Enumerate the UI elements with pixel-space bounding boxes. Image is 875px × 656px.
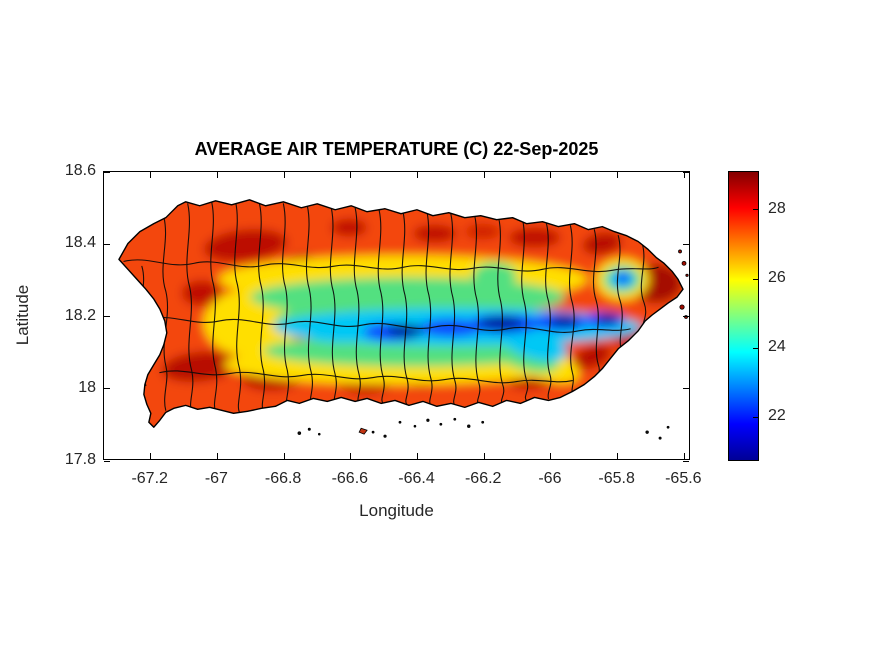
x-tick-label: -66.4 — [398, 470, 435, 487]
x-tick-mark — [683, 172, 685, 178]
colorbar-tick-mark — [753, 278, 758, 280]
y-tick-label: 18.2 — [64, 306, 96, 324]
y-tick-mark — [104, 388, 110, 390]
x-tick-label: -67.2 — [131, 470, 168, 487]
x-tick-mark — [283, 453, 285, 459]
x-tick-label: -67 — [204, 470, 228, 487]
plot-area — [103, 171, 690, 462]
y-tick-mark — [683, 243, 689, 245]
x-tick-mark — [617, 172, 619, 178]
y-tick-label: 17.8 — [64, 451, 96, 468]
x-tick-mark — [417, 453, 418, 459]
y-tick-mark — [104, 171, 110, 173]
colorbar-tick-label: 28 — [768, 199, 786, 217]
x-tick-label: -66.8 — [264, 470, 302, 487]
y-tick-mark — [683, 171, 689, 173]
x-tick-mark — [550, 453, 552, 459]
y-tick-mark — [683, 388, 689, 390]
x-tick-mark — [617, 453, 619, 459]
colorbar-tick-label: 26 — [768, 269, 786, 287]
colorbar — [728, 171, 759, 461]
y-axis-label: Latitude — [13, 284, 32, 346]
y-tick-mark — [104, 243, 110, 245]
coastline — [118, 199, 684, 428]
x-tick-mark — [683, 453, 685, 459]
x-tick-mark — [417, 172, 418, 178]
x-tick-mark — [150, 453, 152, 459]
x-tick-mark — [150, 172, 152, 178]
x-tick-label: -66.6 — [331, 470, 369, 487]
x-tick-mark — [550, 172, 552, 178]
y-tick-label: 18.4 — [64, 234, 96, 252]
x-tick-mark — [483, 453, 485, 459]
y-tick-mark — [104, 316, 110, 317]
x-tick-mark — [283, 172, 285, 178]
plot-title: AVERAGE AIR TEMPERATURE (C) 22-Sep-2025 — [194, 139, 599, 159]
x-tick-mark — [216, 172, 218, 178]
y-tick-mark — [683, 316, 689, 317]
y-tick-mark — [104, 460, 110, 462]
y-tick-label: 18.6 — [64, 162, 96, 179]
x-tick-label: -65.8 — [598, 470, 635, 487]
municipal-boundaries — [123, 201, 659, 413]
puerto-rico-map — [118, 199, 689, 440]
x-tick-mark — [350, 453, 352, 459]
x-tick-mark — [350, 172, 352, 178]
colorbar-tick-mark — [753, 347, 758, 349]
x-tick-mark — [483, 172, 485, 178]
x-tick-label: -66 — [538, 470, 562, 487]
colorbar-tick-mark — [753, 209, 758, 211]
x-axis-label: Longitude — [359, 501, 434, 520]
y-tick-label: 18 — [78, 378, 96, 396]
colorbar-tick-mark — [753, 416, 758, 418]
offshore-islets — [297, 249, 689, 440]
x-tick-mark — [216, 453, 218, 459]
colorbar-tick-label: 24 — [768, 338, 786, 356]
x-tick-label: -65.6 — [665, 470, 702, 487]
x-tick-label: -66.2 — [464, 470, 502, 487]
colorbar-tick-label: 22 — [768, 407, 786, 425]
y-tick-mark — [683, 460, 689, 462]
